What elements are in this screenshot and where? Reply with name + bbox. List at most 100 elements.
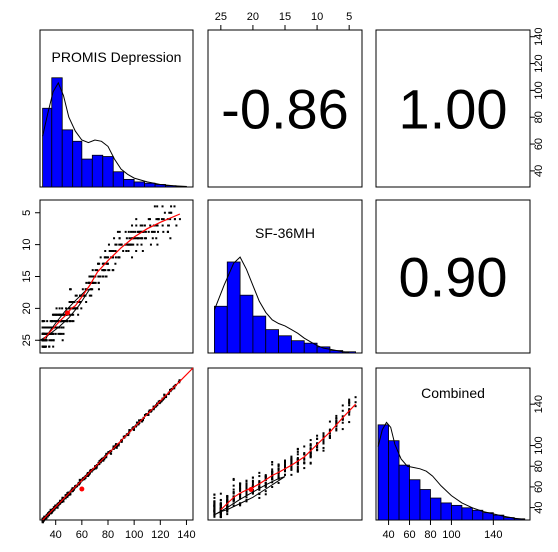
scatter-point [43,326,46,329]
scatter-point [348,408,351,411]
scatter-point [105,275,108,278]
scatter-point [284,459,286,462]
scatter-point [328,429,331,432]
scatter-point [114,256,117,259]
scatter-point [322,432,325,435]
scatter-point [316,448,319,451]
scatter-point [147,230,150,233]
scatter-point [90,288,93,291]
scatter-point [309,443,312,446]
scatter-point [132,426,135,429]
scatter-point [60,326,63,329]
scatter-point [130,230,133,233]
scatter-point [264,490,267,493]
scatter-point [296,466,299,469]
scatter-point [109,452,113,455]
scatter-point [219,502,222,505]
scatter-point [354,401,357,404]
scatter-point [68,301,71,303]
scatter-point [290,466,293,469]
diagonal-label-sf36: SF-36MH [255,225,315,241]
scatter-point [102,269,105,272]
scatter-point [322,442,325,445]
scatter-point [271,471,274,474]
tick-label-bottom-combined: 40 [382,529,394,541]
scatter-point [120,440,123,443]
tick-label-bottom-promis: 40 [50,529,62,541]
scatter-point [277,481,280,484]
scatter-point [142,230,145,233]
scatter-point [169,218,172,221]
scatter-point [309,452,312,455]
scatter-point [290,456,293,459]
scatter-point [296,458,299,461]
hist-bar-combined [388,440,400,521]
scatter-point [258,481,261,484]
tick-label-right-promis: 80 [533,111,545,123]
scatter-point [143,237,146,240]
centroid-promis-sf36 [64,310,70,316]
scatter-point [90,294,93,297]
scatter-point [94,281,97,284]
scatter-point [169,237,172,240]
scatter-point [97,262,100,265]
hist-bar-combined [409,479,421,521]
scatter-point [213,500,216,503]
scatter-point [59,332,62,335]
scatter-point [239,485,242,488]
scatter-point [59,320,62,323]
scatter-point [58,307,61,310]
scatter-point [309,439,312,442]
scatter-point [290,460,293,463]
scatter-point [89,281,92,284]
tick-label-right-promis: 140 [533,28,545,46]
scatter-point [226,510,229,513]
scatter-point [62,320,65,323]
scatter-point [135,250,138,252]
scatter-point [136,243,139,246]
scatter-point [114,262,117,265]
scatter-point [139,224,142,227]
hist-bar-combined [419,489,431,521]
scatter-point [251,483,254,486]
tick-label-bottom-promis: 100 [125,529,143,541]
scatter-point [213,502,216,505]
scatter-point [232,491,235,494]
scatter-point [102,459,105,462]
scatter-point [149,224,152,227]
tick-label-bottom-promis: 140 [177,529,195,541]
scatter-point [277,469,280,472]
correlation-value: -0.86 [221,78,349,141]
scatter-point [48,326,51,329]
scatter-point [296,450,299,453]
scatter-point [157,218,160,221]
scatter-point [92,467,96,471]
scatter-point [99,275,102,278]
scatter-point [303,457,306,460]
scatter-point [251,479,254,482]
scatter-point [68,313,71,316]
scatter-point [348,411,351,414]
scatter-point [85,288,88,291]
scatter-point [239,493,242,496]
scatter-point [245,483,248,486]
scatter-point [316,434,319,437]
scatter-point [341,415,344,418]
scatter-point [284,463,286,466]
scatter-point [51,313,54,316]
scatter-point [140,243,143,246]
scatter-point [68,493,71,496]
scatter-point [61,496,64,499]
scatter-point [341,418,344,421]
scatter-point [277,464,280,467]
scatter-point [271,486,274,489]
scatter-point [354,396,357,399]
loess-line-promis-sf36 [43,213,181,340]
scatter-point [118,237,121,240]
hist-bar-promis [81,158,93,188]
scatter-point [129,243,132,246]
scatter-point [322,440,325,443]
scatter-point [125,250,128,252]
scatter-point [69,307,72,310]
scatter-point [46,320,49,323]
